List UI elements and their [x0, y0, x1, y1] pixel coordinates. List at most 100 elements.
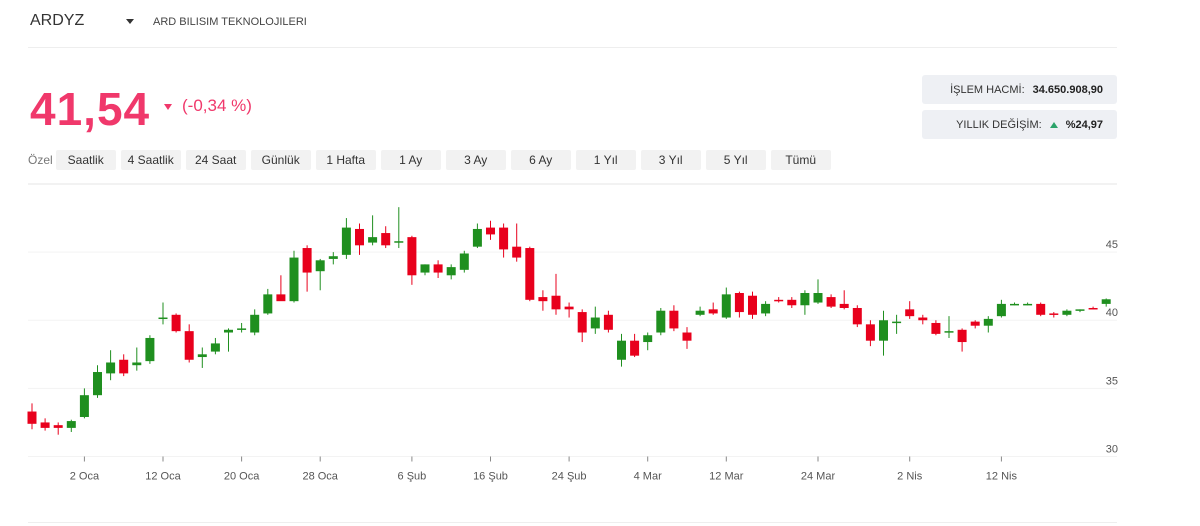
period-label[interactable]: Özel — [28, 153, 53, 167]
x-tick-label: 20 Oca — [224, 470, 260, 482]
x-tick-label: 24 Şub — [552, 470, 587, 482]
x-tick-label: 4 Mar — [634, 470, 662, 482]
candle-body — [1062, 310, 1072, 315]
candle-body — [551, 295, 561, 310]
period-button[interactable]: Tümü — [770, 150, 831, 170]
separator — [28, 47, 1117, 48]
candle-body — [158, 317, 168, 320]
candle-body — [512, 246, 522, 258]
candle-body — [603, 314, 613, 330]
candle-body — [420, 264, 430, 273]
candle-body — [263, 294, 273, 314]
candle-body — [787, 299, 797, 306]
candle-body — [1088, 307, 1098, 310]
period-button[interactable]: 1 Yıl — [575, 150, 636, 170]
y-tick-label: 35 — [1106, 375, 1118, 387]
candle-body — [237, 328, 247, 330]
dropdown-caret[interactable] — [126, 19, 134, 24]
x-tick-label: 24 Mar — [801, 470, 836, 482]
candle-body — [486, 227, 495, 235]
candle-body — [774, 299, 784, 302]
candle-body — [407, 237, 417, 276]
candle-body — [459, 253, 469, 270]
candle-body — [983, 318, 993, 326]
candle-body — [446, 267, 456, 276]
candle-body — [355, 228, 364, 246]
candle-body — [996, 303, 1006, 317]
x-tick-label: 28 Oca — [302, 470, 338, 482]
candle-body — [721, 294, 731, 318]
y-tick-label: 45 — [1106, 239, 1118, 251]
candle-body — [145, 337, 155, 362]
x-tick-label: 6 Şub — [398, 470, 427, 482]
candle-body — [1023, 303, 1033, 306]
symbol[interactable]: ARDYZ — [30, 12, 85, 29]
candle-body — [708, 309, 718, 314]
candle-body — [643, 335, 653, 343]
period-button[interactable]: 6 Ay — [510, 150, 571, 170]
candle-body — [368, 237, 378, 243]
y-tick-label: 40 — [1106, 307, 1118, 319]
price-change: (-0,34 %) — [182, 96, 252, 115]
x-tick-label: 12 Oca — [145, 470, 181, 482]
candle-body — [27, 411, 37, 424]
candle-body — [944, 331, 954, 333]
candle-body — [184, 331, 194, 360]
candle-body — [210, 343, 220, 352]
period-button[interactable]: 3 Ay — [445, 150, 506, 170]
candle-body — [433, 264, 443, 273]
period-button[interactable]: 24 Saat — [185, 150, 246, 170]
candle-body — [1101, 299, 1111, 304]
candle-body — [669, 310, 679, 329]
price: 41,54 — [30, 83, 151, 135]
candle-body — [564, 306, 574, 310]
x-tick-label: 2 Nis — [897, 470, 923, 482]
candle-body — [499, 227, 509, 250]
volume-box: İŞLEM HACMİ: 34.650.908,90 — [922, 75, 1117, 104]
period-button[interactable]: Günlük — [250, 150, 311, 170]
candle-body — [171, 314, 181, 332]
stat-value: %24,97 — [1065, 118, 1103, 131]
x-tick-label: 12 Nis — [986, 470, 1018, 482]
candle-body — [1010, 303, 1019, 306]
period-button[interactable]: 1 Ay — [380, 150, 441, 170]
candle-body — [224, 329, 233, 333]
candle-body — [538, 297, 548, 302]
period-button[interactable]: Saatlik — [55, 150, 116, 170]
candle-body — [1075, 309, 1085, 311]
candle-body — [892, 321, 902, 324]
candle-body — [341, 227, 351, 255]
candle-body — [106, 362, 116, 374]
candle-body — [79, 395, 89, 417]
candle-body — [630, 340, 640, 356]
period-button[interactable]: 5 Yıl — [705, 150, 766, 170]
candle-body — [197, 354, 207, 358]
period-button[interactable]: 4 Saatlik — [120, 150, 181, 170]
candle-body — [119, 359, 129, 374]
candle-body — [905, 309, 915, 317]
candle-body — [1036, 303, 1046, 315]
candle-body — [381, 233, 391, 246]
separator — [28, 522, 1117, 523]
candle-body — [93, 372, 102, 396]
candle-body — [617, 340, 626, 360]
candle-body — [682, 332, 692, 341]
candle-body — [813, 293, 823, 303]
candle-body — [577, 312, 587, 333]
candle-body — [761, 303, 771, 314]
candle-body — [695, 310, 705, 315]
x-tick-label: 16 Şub — [473, 470, 508, 482]
period-button[interactable]: 1 Hafta — [315, 150, 376, 170]
candle-body — [970, 321, 980, 326]
candle-body — [800, 293, 810, 306]
stat-value: 34.650.908,90 — [1032, 83, 1103, 96]
stat-label: YILLIK DEĞİŞİM: — [956, 118, 1042, 131]
candle-body — [40, 422, 50, 428]
x-tick-label: 2 Oca — [70, 470, 100, 482]
candle-body — [852, 307, 862, 325]
candle-body — [748, 295, 757, 315]
candle-body — [132, 362, 142, 366]
period-button[interactable]: 3 Yıl — [640, 150, 701, 170]
